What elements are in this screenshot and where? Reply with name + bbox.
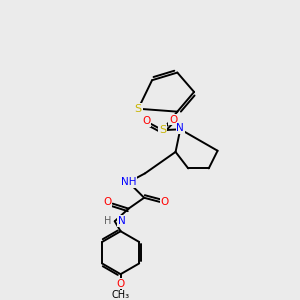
Text: H: H — [104, 216, 112, 226]
Text: N: N — [176, 123, 184, 133]
Text: S: S — [159, 125, 166, 135]
Text: O: O — [169, 115, 177, 124]
Text: NH: NH — [121, 177, 136, 187]
Text: CH₃: CH₃ — [112, 290, 130, 300]
Text: O: O — [103, 197, 112, 207]
Text: N: N — [118, 216, 126, 226]
Text: O: O — [142, 116, 150, 126]
Text: S: S — [135, 104, 142, 114]
Text: O: O — [116, 279, 125, 289]
Text: O: O — [161, 197, 169, 207]
